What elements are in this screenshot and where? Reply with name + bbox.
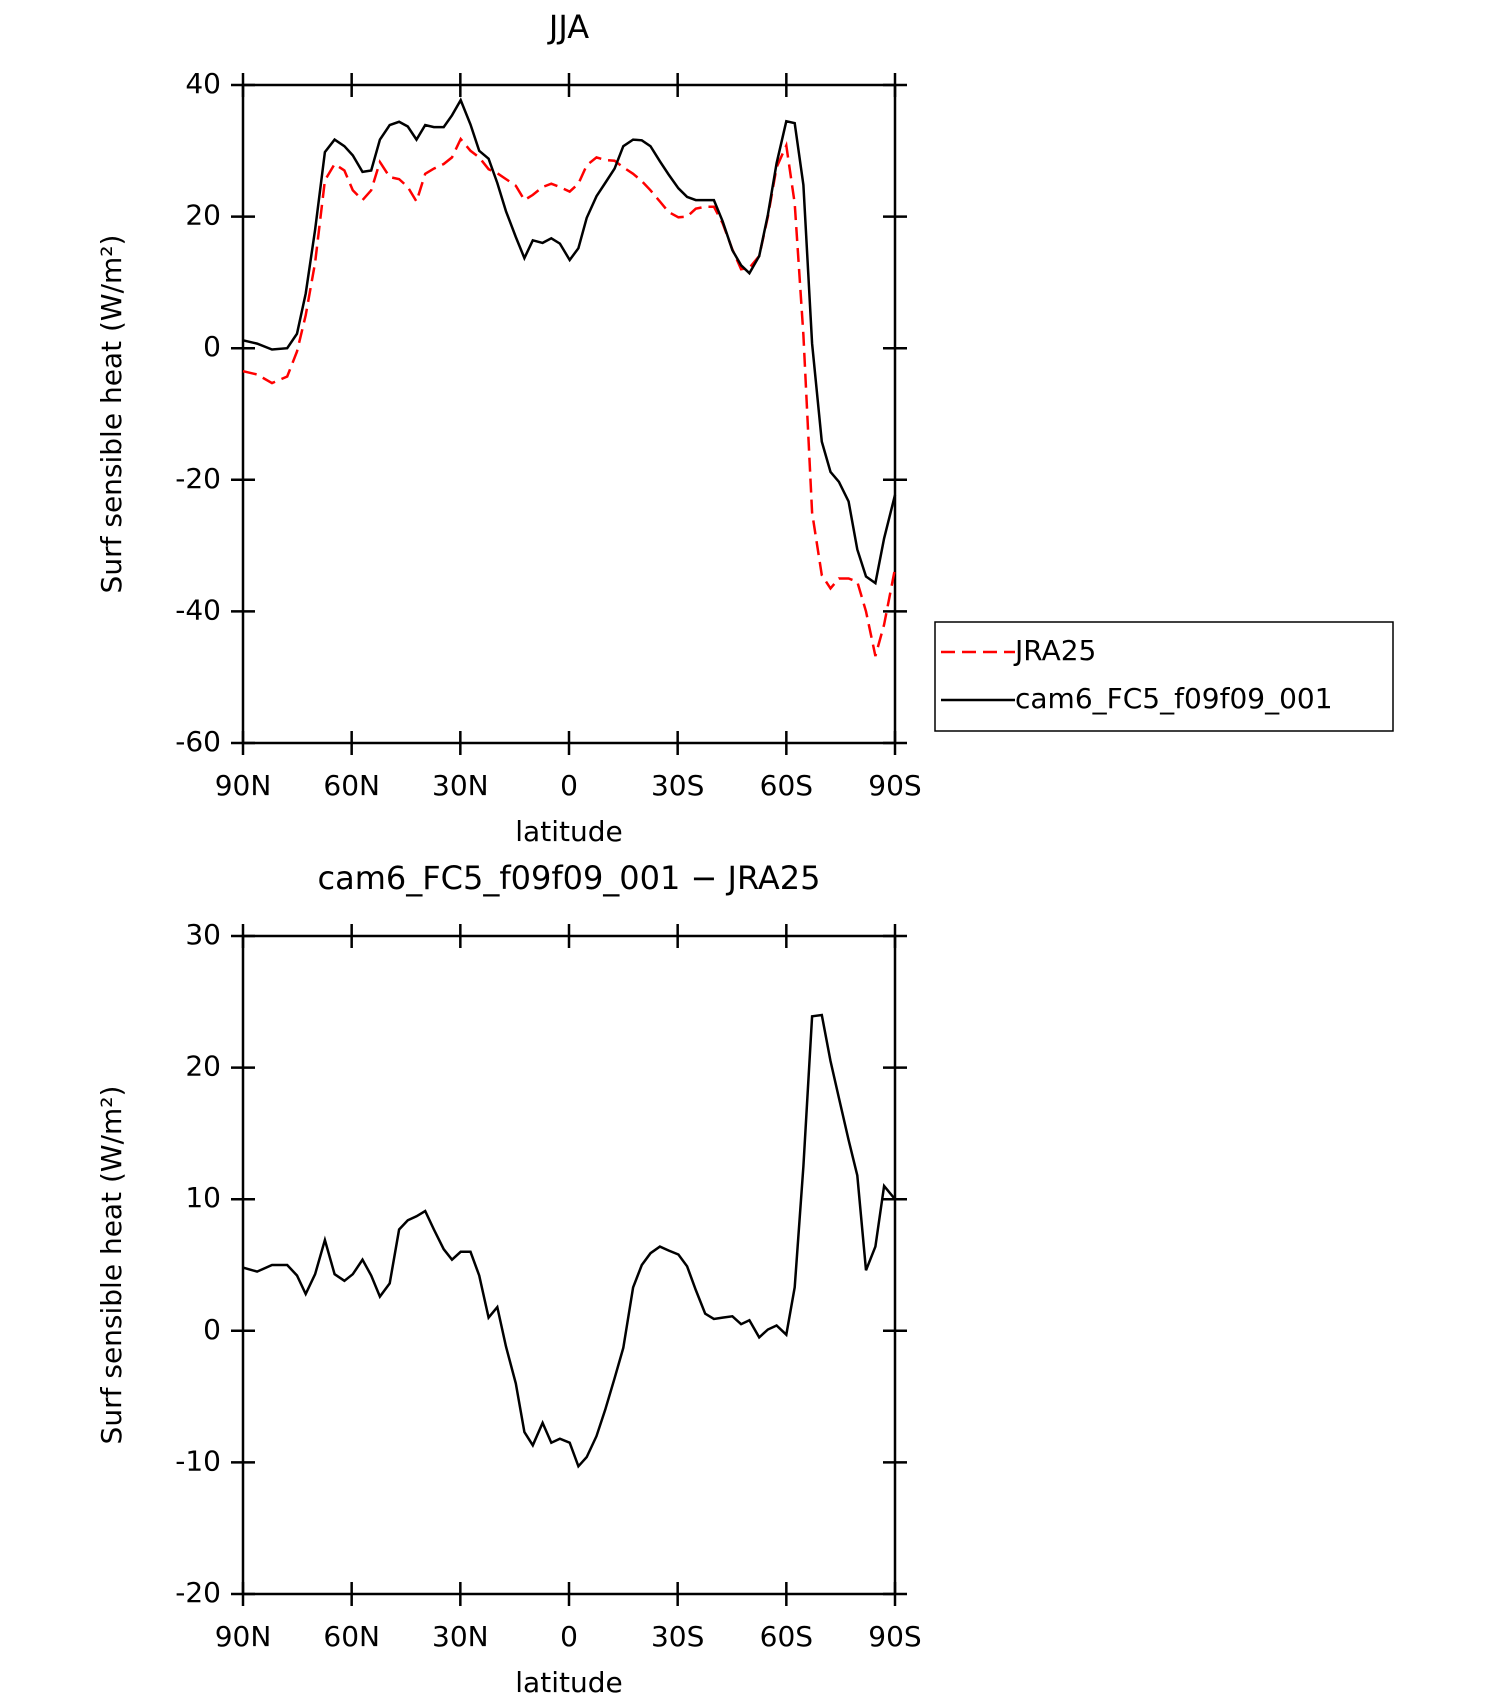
y-tick-label: 0 xyxy=(203,330,221,363)
legend-label: JRA25 xyxy=(1013,634,1096,667)
data-line xyxy=(242,1013,896,1469)
x-tick-label: 60S xyxy=(760,1620,813,1653)
x-tick-label: 60S xyxy=(760,769,813,802)
legend-box xyxy=(934,621,1394,732)
x-tick-label: 30S xyxy=(651,1620,704,1653)
x-tick-label: 60N xyxy=(323,1620,380,1653)
x-tick-label: 30S xyxy=(651,769,704,802)
y-tick-label: 10 xyxy=(185,1181,221,1214)
x-tick-label: 30N xyxy=(432,769,489,802)
y-tick-label: 0 xyxy=(203,1313,221,1346)
y-tick-label: -20 xyxy=(175,462,221,495)
x-tick-label: 60N xyxy=(323,769,380,802)
x-tick-label: 30N xyxy=(432,1620,489,1653)
y-tick-label: 20 xyxy=(185,1050,221,1083)
y-tick-label: -60 xyxy=(175,725,221,758)
x-axis-label: latitude xyxy=(515,815,622,848)
x-tick-label: 90S xyxy=(868,769,921,802)
y-tick-label: 40 xyxy=(185,67,221,100)
y-tick-label: 30 xyxy=(185,918,221,951)
chart-title: JJA xyxy=(547,8,589,46)
legend: JRA25 cam6_FC5_f09f09_001 xyxy=(934,621,1394,732)
y-tick-label: -40 xyxy=(175,593,221,626)
x-axis-label: latitude xyxy=(515,1666,622,1699)
x-tick-label: 0 xyxy=(560,769,578,802)
plot-frame xyxy=(241,83,897,745)
plot-frame xyxy=(241,934,897,1596)
y-axis-label: Surf sensible heat (W/m²) xyxy=(95,235,128,594)
y-axis-label: Surf sensible heat (W/m²) xyxy=(95,1086,128,1445)
y-tick-label: -20 xyxy=(175,1576,221,1609)
chart-title: cam6_FC5_f09f09_001 − JRA25 xyxy=(317,859,820,897)
x-tick-label: 90N xyxy=(215,769,272,802)
legend-label: cam6_FC5_f09f09_001 xyxy=(1015,682,1333,715)
y-tick-label: 20 xyxy=(185,199,221,232)
x-tick-label: 90S xyxy=(868,1620,921,1653)
y-tick-label: -10 xyxy=(175,1444,221,1477)
x-tick-label: 0 xyxy=(560,1620,578,1653)
x-tick-label: 90N xyxy=(215,1620,272,1653)
data-line xyxy=(242,97,897,586)
data-line xyxy=(242,136,897,657)
